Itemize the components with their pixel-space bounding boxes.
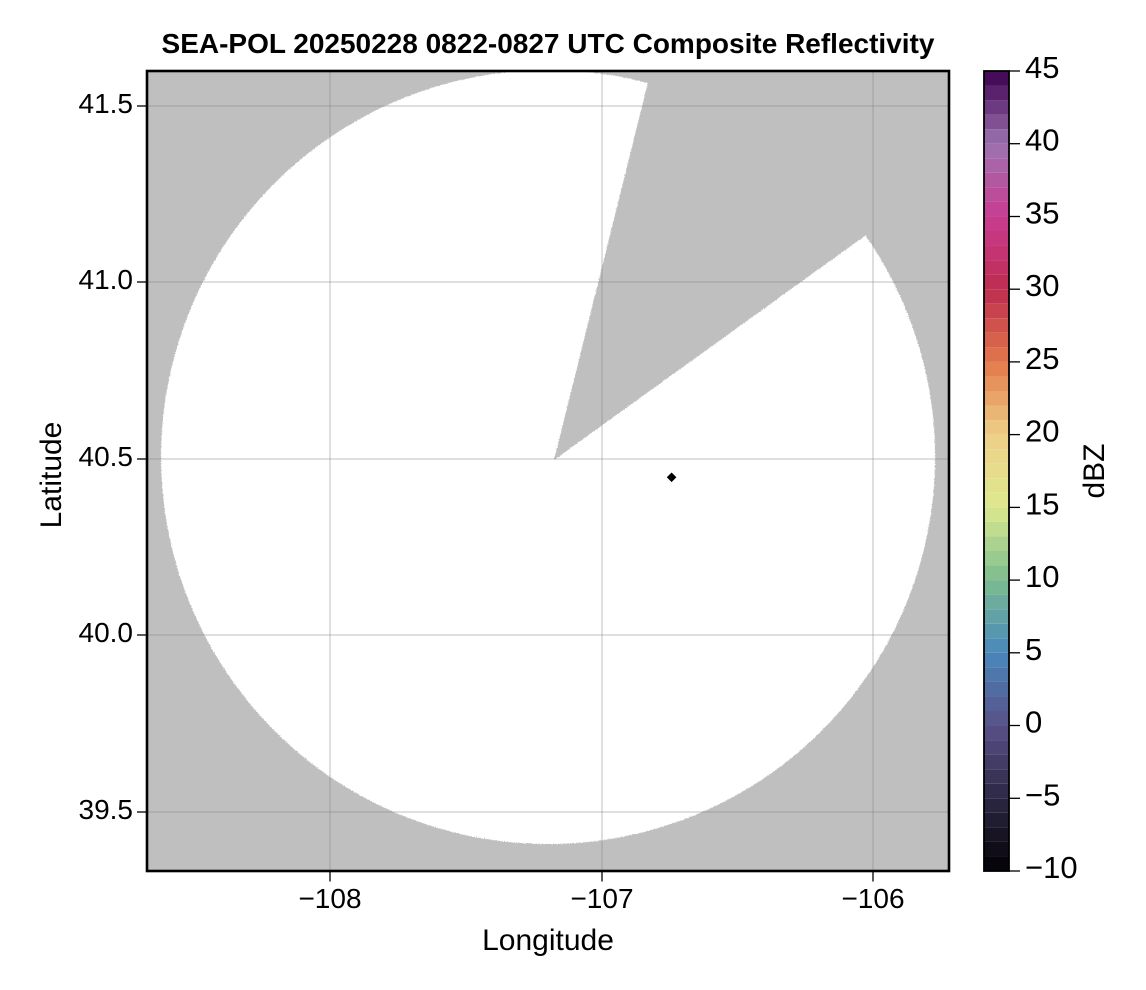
svg-text:40: 40 [1025,123,1059,158]
svg-text:0: 0 [1025,705,1042,740]
svg-text:−107: −107 [570,883,633,914]
svg-text:45: 45 [1025,50,1059,85]
svg-text:SEA-POL 20250228 0822-0827 UTC: SEA-POL 20250228 0822-0827 UTC Composite… [162,28,935,59]
svg-text:15: 15 [1025,486,1059,521]
svg-text:40.0: 40.0 [79,617,134,648]
svg-text:35: 35 [1025,196,1059,231]
svg-text:10: 10 [1025,559,1059,594]
svg-text:30: 30 [1025,268,1059,303]
svg-text:41.0: 41.0 [79,264,134,295]
svg-text:5: 5 [1025,632,1042,667]
svg-text:−106: −106 [841,883,904,914]
svg-text:Latitude: Latitude [35,422,68,529]
svg-text:20: 20 [1025,414,1059,449]
svg-text:41.5: 41.5 [79,88,134,119]
svg-text:dBZ: dBZ [1078,443,1111,498]
svg-text:39.5: 39.5 [79,794,134,825]
svg-text:Longitude: Longitude [482,924,614,957]
svg-text:−108: −108 [298,883,361,914]
svg-text:25: 25 [1025,341,1059,376]
svg-text:−5: −5 [1025,777,1060,812]
svg-text:−10: −10 [1025,850,1078,885]
svg-text:40.5: 40.5 [79,441,134,472]
